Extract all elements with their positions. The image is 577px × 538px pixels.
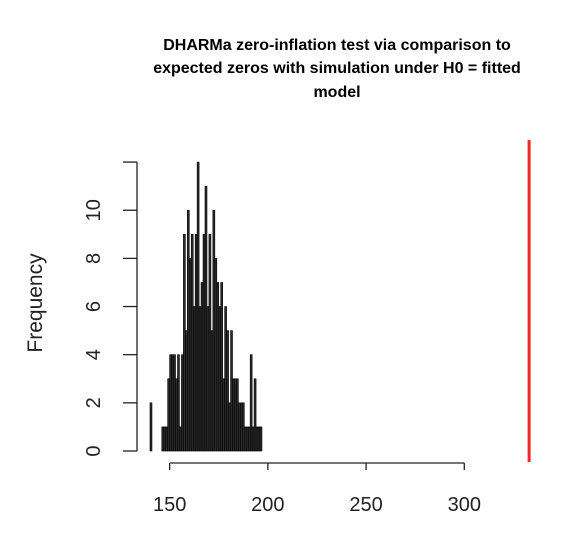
histogram-bar [214, 258, 218, 452]
histogram-bar [249, 354, 253, 452]
title-line-3: model [313, 84, 360, 101]
histogram-bar [192, 306, 196, 452]
histogram-bars [149, 161, 263, 452]
y-axis-label: Frequency [24, 253, 47, 353]
x-tick-label: 300 [448, 494, 481, 516]
histogram-bar [242, 402, 245, 452]
histogram-bar [200, 282, 204, 452]
x-tick-label: 200 [251, 494, 284, 516]
histogram-bar [247, 426, 251, 452]
histogram-bar [183, 234, 186, 452]
histogram-bar [206, 306, 210, 452]
histogram-bar [251, 426, 255, 452]
histogram-bar [226, 330, 229, 452]
title-line-1: DHARMa zero-inflation test via compariso… [163, 37, 511, 54]
histogram-bar [165, 426, 168, 452]
y-tick-label: 2 [83, 397, 105, 408]
x-tick-label: 250 [349, 494, 382, 516]
histogram-bar [238, 402, 241, 452]
histogram-bar [255, 426, 259, 452]
histogram-bar [253, 378, 257, 452]
histogram-bar [169, 354, 172, 452]
histogram-bar [259, 426, 263, 452]
histogram-bar [220, 282, 223, 452]
histogram-bar [196, 161, 200, 452]
histogram-bar [149, 402, 153, 452]
chart-title: DHARMa zero-inflation test via compariso… [153, 37, 521, 101]
histogram-bar [187, 209, 190, 452]
histogram-bar [234, 378, 237, 452]
y-axis: 0 2 4 6 8 10 [83, 161, 138, 457]
histogram-bar [179, 426, 182, 452]
y-tick-label: 6 [83, 301, 105, 312]
histogram-bar [173, 354, 176, 452]
title-line-2: expected zeros with simulation under H0 … [153, 60, 521, 77]
histogram-bar [210, 330, 214, 452]
histogram-bar [177, 354, 180, 452]
x-axis: 150 200 250 300 [153, 462, 481, 516]
y-tick-label: 0 [83, 445, 105, 456]
y-tick-label: 10 [83, 199, 105, 221]
histogram-bar [228, 402, 231, 452]
y-tick-label: 4 [83, 349, 105, 360]
x-tick-label: 150 [153, 494, 186, 516]
y-tick-label: 8 [83, 253, 105, 264]
histogram-bar [224, 306, 227, 452]
